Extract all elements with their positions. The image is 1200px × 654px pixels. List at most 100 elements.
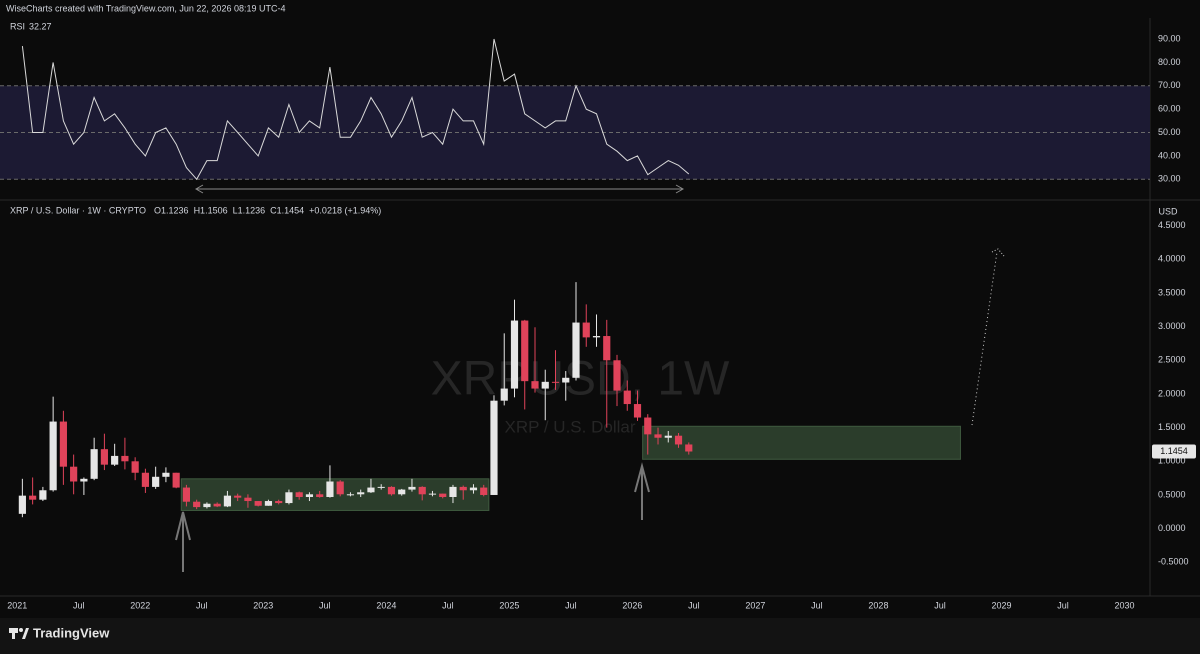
candle-body <box>121 455 129 462</box>
legend-value: C1.1454 <box>270 205 304 215</box>
candle-body <box>459 486 467 491</box>
legend-value: L1.1236 <box>233 205 266 215</box>
candle-body <box>367 487 375 493</box>
candle-body <box>377 486 385 488</box>
candle-body <box>562 377 570 383</box>
candle-body <box>244 497 252 502</box>
candle-body <box>654 434 662 438</box>
x-tick-label: Jul <box>811 600 823 610</box>
candle-body <box>572 322 580 378</box>
x-tick-label: 2025 <box>499 600 519 610</box>
candle-body <box>357 492 365 495</box>
x-tick-label: 2028 <box>868 600 888 610</box>
candle-body <box>644 417 652 435</box>
candle-body <box>603 336 611 361</box>
y-tick-label: 1.0000 <box>1158 456 1186 466</box>
candle-body <box>428 493 437 495</box>
zone <box>642 425 961 460</box>
candle-body <box>152 476 160 487</box>
candle-body <box>592 336 601 338</box>
candle-body <box>213 503 221 507</box>
candle-body <box>674 435 683 445</box>
y-tick-label: 30.00 <box>1158 174 1181 184</box>
candle-body <box>633 404 642 418</box>
x-tick-label: 2024 <box>376 600 396 610</box>
x-tick-label: 2027 <box>745 600 765 610</box>
candle-body <box>234 495 242 498</box>
legend-value: +0.0218 (+1.94%) <box>309 205 381 215</box>
candle-body <box>521 320 529 382</box>
currency: USD <box>1158 206 1178 216</box>
y-tick-label: 40.00 <box>1158 150 1181 160</box>
y-tick-label: 1.5000 <box>1158 422 1186 432</box>
footer <box>0 618 1200 654</box>
x-tick-label: 2029 <box>991 600 1011 610</box>
last-price: 1.1454 <box>1160 446 1188 456</box>
candle-body <box>111 455 119 465</box>
x-tick-label: 2026 <box>622 600 642 610</box>
y-tick-label: 2.5000 <box>1158 355 1186 365</box>
candle-body <box>49 421 57 491</box>
candle-body <box>398 489 406 495</box>
candle-body <box>613 360 621 391</box>
y-tick-label: 2.0000 <box>1158 388 1186 398</box>
zone <box>180 478 490 511</box>
candle-body <box>223 495 232 507</box>
candle-body <box>162 472 170 477</box>
y-tick-label: 3.0000 <box>1158 321 1186 331</box>
logo <box>9 628 29 639</box>
candle-body <box>346 494 355 496</box>
candle-body <box>29 495 37 500</box>
rsi-value: 32.27 <box>29 21 52 31</box>
candle-body <box>39 490 47 500</box>
candle-body <box>439 493 447 497</box>
candle-body <box>480 487 488 495</box>
x-tick-label: Jul <box>73 600 85 610</box>
candle-body <box>254 501 262 506</box>
y-tick-label: 3.5000 <box>1158 287 1186 297</box>
x-tick-label: Jul <box>688 600 700 610</box>
candle-body <box>275 501 283 504</box>
candle-body <box>551 381 560 383</box>
candle-body <box>326 481 334 497</box>
y-tick-label: 80.00 <box>1158 57 1181 67</box>
x-tick-label: Jul <box>319 600 331 610</box>
candle-body <box>623 390 631 405</box>
y-tick-label: 50.00 <box>1158 127 1181 137</box>
candle-body <box>316 494 324 497</box>
last-price-box <box>1152 444 1196 459</box>
watermark-sub: XRP / U.S. Dollar <box>504 417 635 436</box>
x-tick-label: Jul <box>1057 600 1069 610</box>
y-tick-label: 4.0000 <box>1158 254 1186 264</box>
y-tick-label: 70.00 <box>1158 80 1181 90</box>
candle-body <box>531 381 539 389</box>
candle-body <box>685 444 693 452</box>
rsi-line <box>21 38 690 181</box>
candle-body <box>418 486 426 495</box>
y-tick-label: 90.00 <box>1158 33 1181 43</box>
candle-body <box>500 388 508 401</box>
candle-body <box>90 449 98 479</box>
candle-body <box>100 449 108 465</box>
candle-body <box>582 322 590 338</box>
candle-body <box>131 461 139 473</box>
candle-body <box>336 481 344 495</box>
y-tick-label: -0.5000 <box>1158 557 1189 567</box>
candle-body <box>449 486 457 497</box>
candle-body <box>203 503 211 508</box>
symbol-title: XRP / U.S. Dollar · 1W · CRYPTO <box>10 205 146 215</box>
candle-body <box>541 381 549 389</box>
attribution: WiseCharts created with TradingView.com,… <box>6 3 285 13</box>
x-tick-label: 2023 <box>253 600 273 610</box>
candle-body <box>141 472 149 487</box>
candle-body <box>387 486 396 495</box>
candle-body <box>182 487 191 502</box>
rsi-title: RSI <box>10 21 25 31</box>
candle-body <box>664 435 672 438</box>
x-tick-label: Jul <box>565 600 577 610</box>
annotations <box>175 184 1005 572</box>
candle-body <box>172 472 180 488</box>
x-tick-label: Jul <box>442 600 454 610</box>
candle-body <box>80 478 88 482</box>
